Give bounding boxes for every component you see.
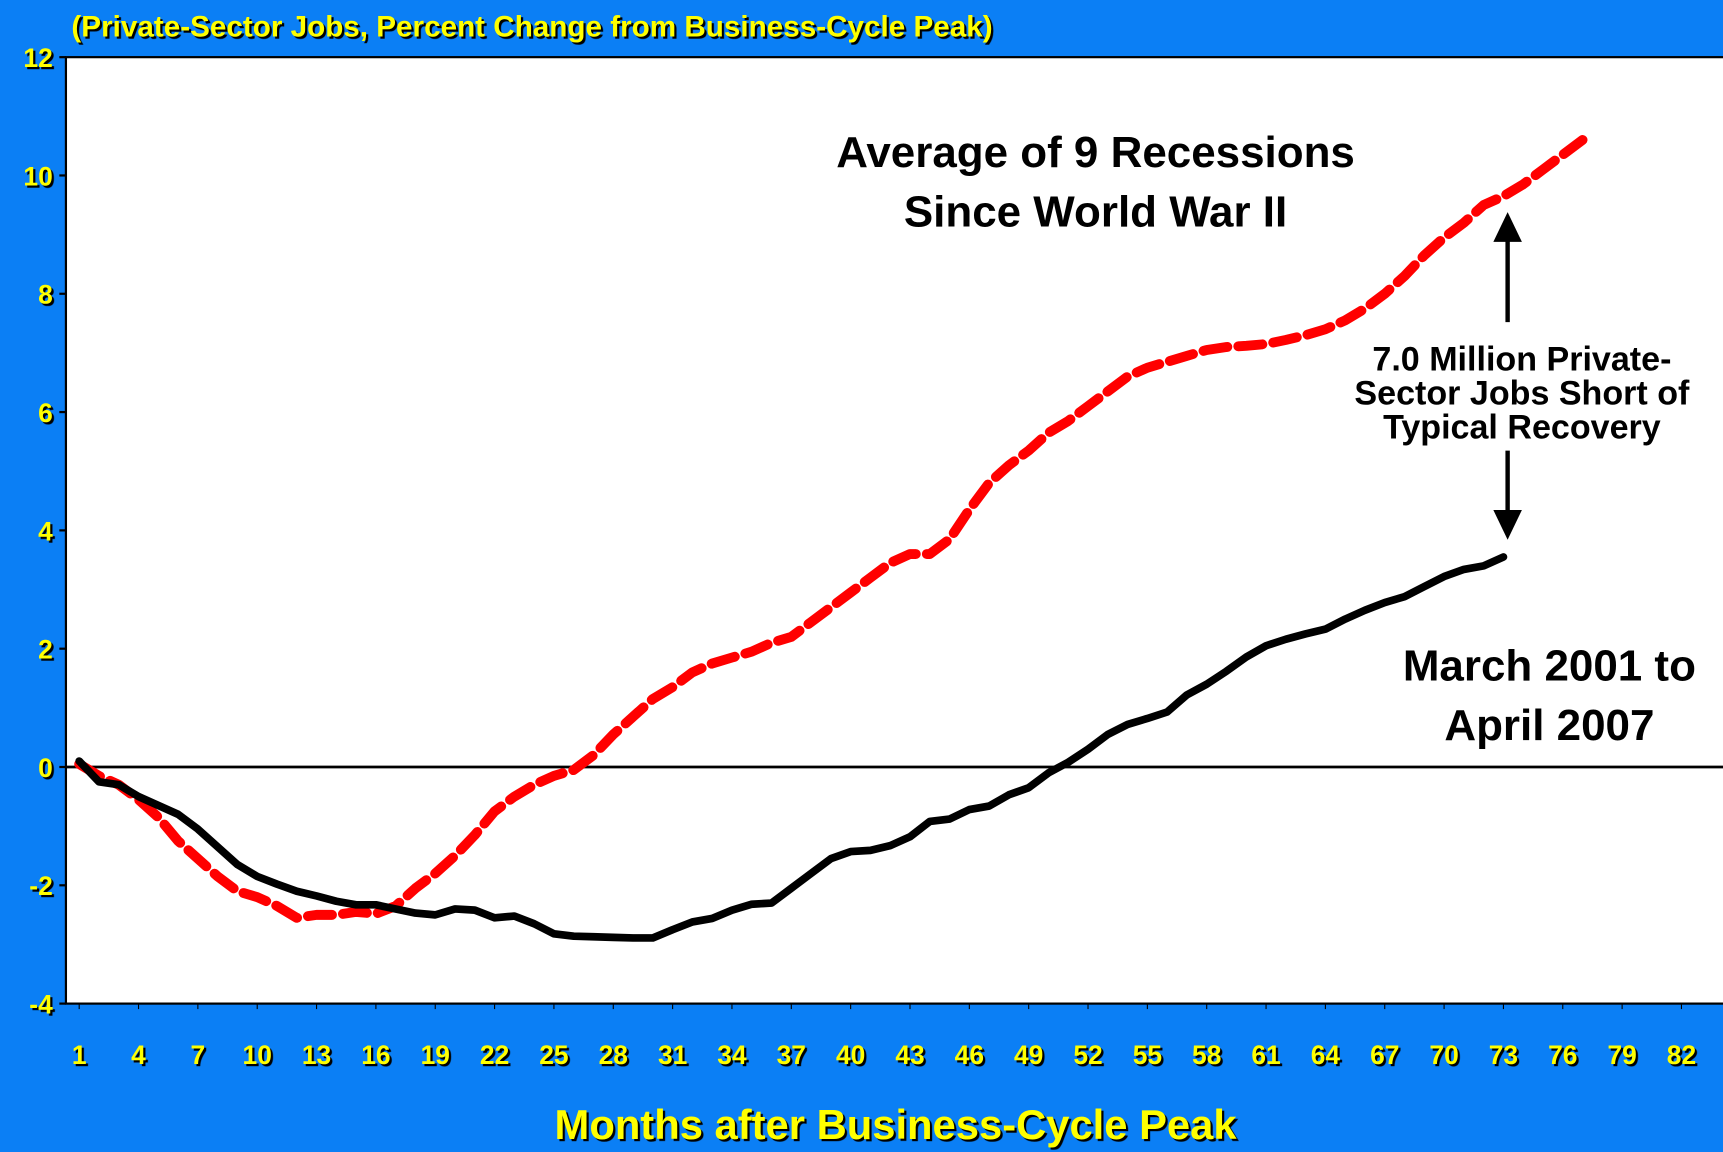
arrow-head xyxy=(1493,510,1522,540)
x-tick-label: 49 xyxy=(1014,1040,1043,1070)
x-tick-label: 61 xyxy=(1251,1040,1280,1070)
x-tick-label: 76 xyxy=(1548,1040,1577,1070)
x-tick-label: 10 xyxy=(243,1040,272,1070)
plot-area xyxy=(64,56,1723,1005)
chart-title: (Private-Sector Jobs, Percent Change fro… xyxy=(71,10,992,43)
x-tick-label: 4 xyxy=(131,1040,146,1070)
x-tick-label: 25 xyxy=(539,1040,568,1070)
x-tick-label: 37 xyxy=(777,1040,806,1070)
x-tick-label: 46 xyxy=(955,1040,984,1070)
y-tick-label: 12 xyxy=(23,43,52,73)
x-tick-label: 64 xyxy=(1311,1040,1341,1070)
series-line xyxy=(75,553,1508,942)
x-tick-label: 1 xyxy=(72,1040,87,1070)
series-label: Since World War II xyxy=(904,187,1287,236)
y-tick-label: 6 xyxy=(38,398,53,428)
x-tick-label: 73 xyxy=(1489,1040,1518,1070)
x-tick-label: 70 xyxy=(1429,1040,1458,1070)
x-tick-label: 31 xyxy=(658,1040,687,1070)
x-tick-label: 55 xyxy=(1133,1040,1162,1070)
y-tick-label: 8 xyxy=(38,280,53,310)
x-tick-label: 43 xyxy=(895,1040,924,1070)
x-tick-label: 28 xyxy=(599,1040,628,1070)
x-axis-label: Months after Business-Cycle Peak xyxy=(555,1101,1238,1148)
series-label: April 2007 xyxy=(1444,701,1654,750)
x-tick-label: 79 xyxy=(1607,1040,1636,1070)
annotation: 7.0 Million Private- xyxy=(1372,340,1671,378)
x-tick-label: 22 xyxy=(480,1040,509,1070)
x-tick-label: 19 xyxy=(421,1040,450,1070)
x-tick-label: 40 xyxy=(836,1040,865,1070)
x-tick-label: 34 xyxy=(717,1040,747,1070)
x-tick-label: 82 xyxy=(1667,1040,1696,1070)
x-tick-label: 58 xyxy=(1192,1040,1221,1070)
x-tick-label: 13 xyxy=(302,1040,331,1070)
x-tick-label: 67 xyxy=(1370,1040,1399,1070)
series-label: March 2001 to xyxy=(1403,641,1696,690)
y-tick-label: 2 xyxy=(38,635,53,665)
series-line xyxy=(74,135,1588,923)
y-tick-label: 0 xyxy=(38,753,53,783)
y-tick-label: -4 xyxy=(29,989,53,1019)
x-tick-label: 52 xyxy=(1073,1040,1102,1070)
annotation: Sector Jobs Short of xyxy=(1354,375,1690,413)
arrow-head xyxy=(1493,212,1522,242)
annotation: Typical Recovery xyxy=(1383,409,1661,447)
y-tick-label: -2 xyxy=(29,871,52,901)
y-tick-label: 10 xyxy=(23,161,52,191)
x-tick-label: 7 xyxy=(191,1040,206,1070)
series-label: Average of 9 Recessions xyxy=(836,128,1355,177)
x-tick-label: 16 xyxy=(361,1040,390,1070)
y-tick-label: 4 xyxy=(38,516,53,546)
